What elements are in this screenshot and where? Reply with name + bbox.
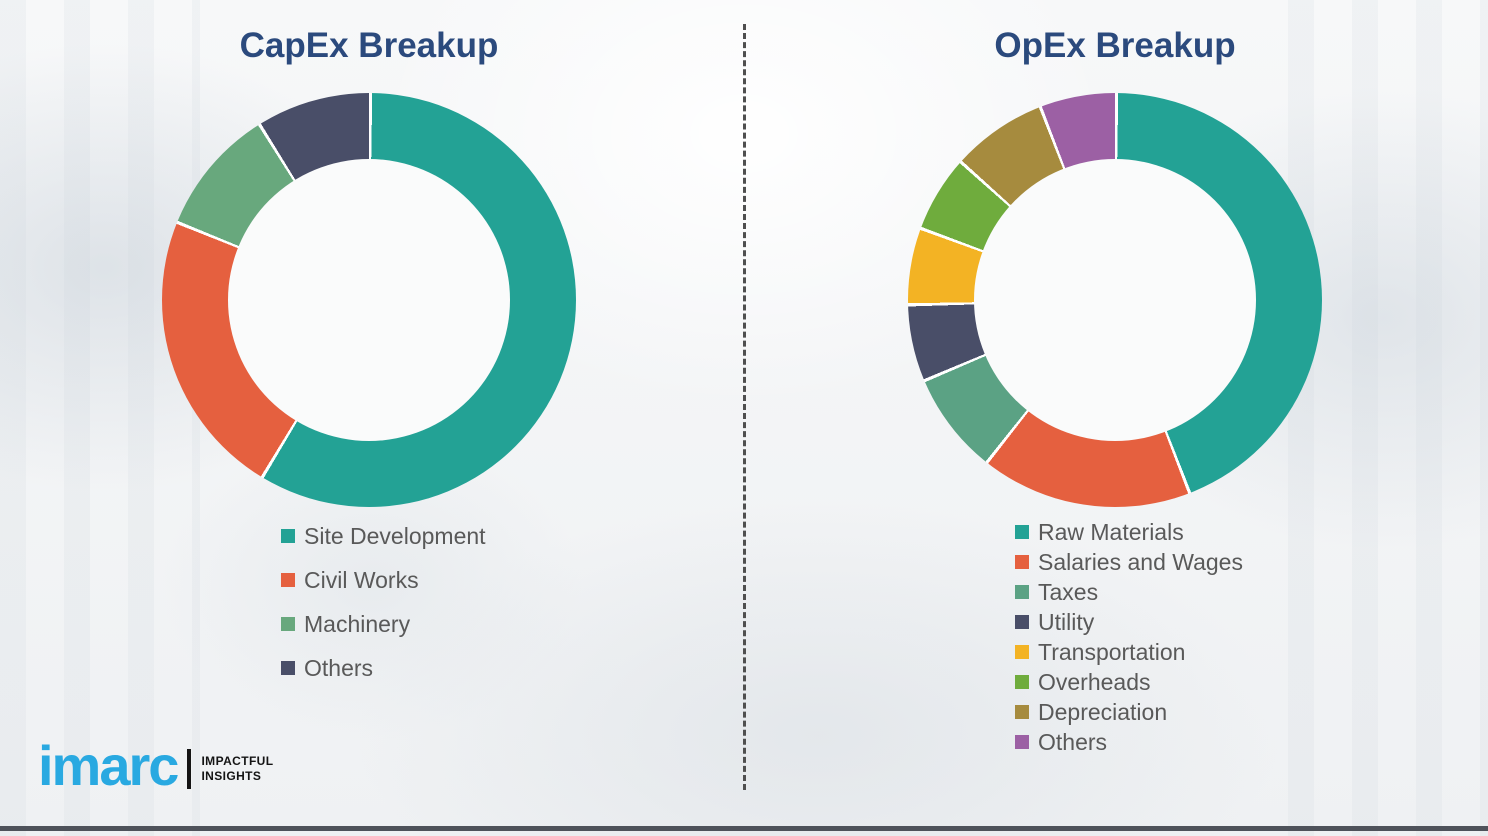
- imarc-logo: imarc IMPACTFUL INSIGHTS: [38, 738, 273, 794]
- legend-swatch: [1015, 735, 1029, 749]
- legend-item-machinery: Machinery: [281, 602, 486, 646]
- legend-label: Raw Materials: [1038, 518, 1184, 545]
- capex-legend: Site Development Civil Works Machinery O…: [281, 514, 486, 690]
- legend-label: Transportation: [1038, 638, 1186, 665]
- capex-chart-title: CapEx Breakup: [239, 26, 499, 65]
- opex-donut-chart: [908, 93, 1322, 507]
- legend-label: Machinery: [304, 610, 411, 637]
- opex-chart-title: OpEx Breakup: [994, 26, 1236, 65]
- imarc-logo-wordmark: imarc: [38, 734, 179, 797]
- legend-item-depreciation: Depreciation: [1015, 697, 1243, 727]
- legend-label: Civil Works: [304, 566, 419, 593]
- legend-swatch: [1015, 615, 1029, 629]
- bottom-edge-bar: [0, 826, 1488, 831]
- legend-swatch: [281, 573, 295, 587]
- logo-tagline-line2: INSIGHTS: [201, 769, 262, 783]
- legend-swatch: [281, 661, 295, 675]
- legend-item-others: Others: [281, 646, 486, 690]
- legend-swatch: [1015, 555, 1029, 569]
- logo-divider-bar: [187, 749, 192, 789]
- legend-swatch: [1015, 585, 1029, 599]
- legend-label: Depreciation: [1038, 698, 1168, 725]
- legend-swatch: [281, 617, 295, 631]
- legend-item-site-development: Site Development: [281, 514, 486, 558]
- opex-legend: Raw Materials Salaries and Wages Taxes U…: [1015, 517, 1243, 757]
- legend-item-salaries-and-wages: Salaries and Wages: [1015, 547, 1243, 577]
- legend-item-transportation: Transportation: [1015, 637, 1243, 667]
- logo-tagline-line1: IMPACTFUL: [201, 754, 274, 768]
- legend-item-others: Others: [1015, 727, 1243, 757]
- logo-tagline: IMPACTFUL INSIGHTS: [201, 754, 273, 784]
- legend-item-civil-works: Civil Works: [281, 558, 486, 602]
- legend-label: Overheads: [1038, 668, 1151, 695]
- legend-label: Others: [304, 654, 374, 681]
- vertical-dashed-divider: [743, 24, 746, 790]
- legend-item-overheads: Overheads: [1015, 667, 1243, 697]
- legend-label: Others: [1038, 728, 1108, 755]
- legend-label: Salaries and Wages: [1038, 548, 1243, 575]
- legend-item-raw-materials: Raw Materials: [1015, 517, 1243, 547]
- legend-swatch: [1015, 705, 1029, 719]
- legend-swatch: [1015, 675, 1029, 689]
- legend-swatch: [281, 529, 295, 543]
- legend-item-taxes: Taxes: [1015, 577, 1243, 607]
- legend-swatch: [1015, 645, 1029, 659]
- legend-item-utility: Utility: [1015, 607, 1243, 637]
- legend-label: Taxes: [1038, 578, 1099, 605]
- legend-swatch: [1015, 525, 1029, 539]
- capex-donut-chart: [162, 93, 576, 507]
- legend-label: Utility: [1038, 608, 1095, 635]
- legend-label: Site Development: [304, 522, 486, 549]
